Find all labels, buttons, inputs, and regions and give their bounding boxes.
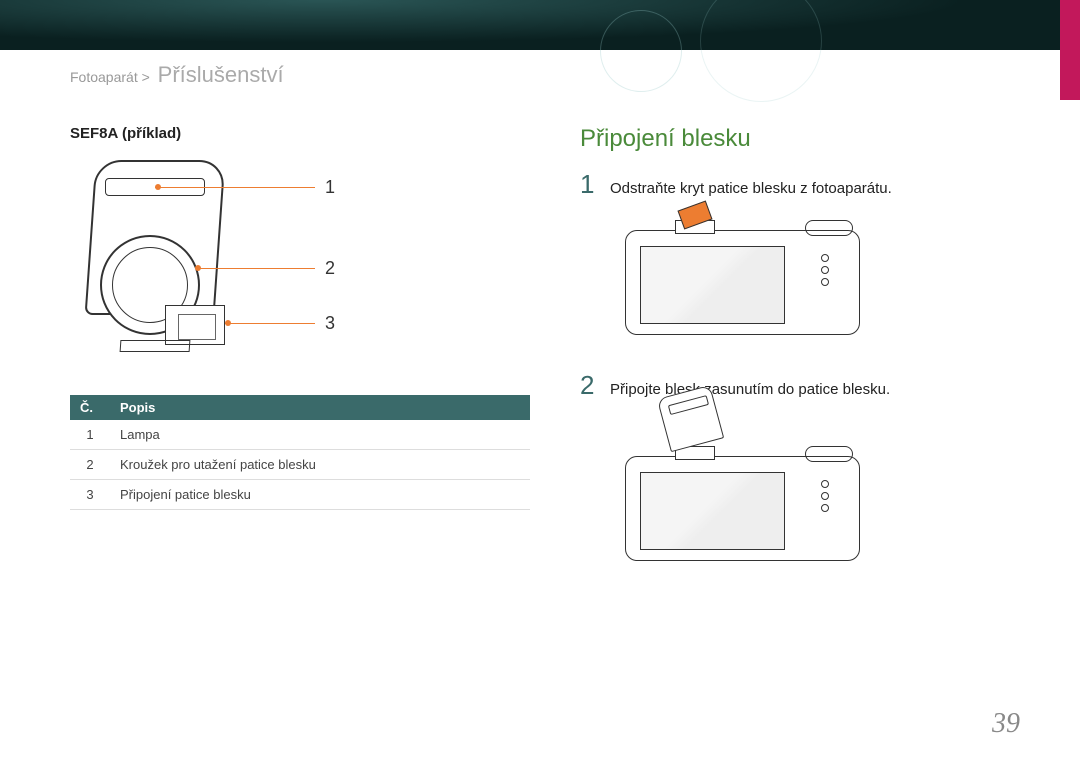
breadcrumb: Fotoaparát > Příslušenství xyxy=(70,62,284,88)
camera-screen xyxy=(640,246,785,324)
example-subtitle: SEF8A (příklad) xyxy=(70,125,510,142)
step-1: 1 Odstraňte kryt patice blesku z fotoapa… xyxy=(580,169,1020,200)
flash-diagram: 1 2 3 xyxy=(70,160,330,370)
camera-mode-dial xyxy=(805,446,853,462)
step-2: 2 Připojte blesk zasunutím do patice ble… xyxy=(580,370,1020,401)
camera-mode-dial xyxy=(805,220,853,236)
table-row: 1 Lampa xyxy=(70,420,530,450)
right-column: Připojení blesku 1 Odstraňte kryt patice… xyxy=(580,125,1020,596)
breadcrumb-parent: Fotoaparát > xyxy=(70,69,150,85)
leader-dot-icon xyxy=(225,320,231,326)
breadcrumb-current: Příslušenství xyxy=(158,62,284,87)
left-column: SEF8A (příklad) 1 2 3 Č. Popis 1 Lampa 2 xyxy=(70,125,510,510)
decorative-top-banner xyxy=(0,0,1080,50)
table-row: 3 Připojení patice blesku xyxy=(70,480,530,510)
leader-line-2 xyxy=(195,268,315,269)
cell-desc: Připojení patice blesku xyxy=(110,480,530,510)
cell-desc: Lampa xyxy=(110,420,530,450)
camera-screen xyxy=(640,472,785,550)
callout-1: 1 xyxy=(325,177,335,198)
step-text: Odstraňte kryt patice blesku z fotoapará… xyxy=(610,180,892,197)
flash-base-leg xyxy=(120,340,191,352)
cell-num: 2 xyxy=(70,450,110,480)
camera-illustration-attach-flash xyxy=(625,411,865,566)
leader-dot-icon xyxy=(195,265,201,271)
camera-buttons xyxy=(805,476,845,546)
step-text: Připojte blesk zasunutím do patice blesk… xyxy=(610,381,890,398)
flash-connector-part xyxy=(165,305,225,345)
section-color-tab xyxy=(1060,0,1080,100)
section-heading: Připojení blesku xyxy=(580,125,1020,153)
cell-num: 1 xyxy=(70,420,110,450)
cell-num: 3 xyxy=(70,480,110,510)
page-number: 39 xyxy=(992,708,1020,740)
col-header-number: Č. xyxy=(70,395,110,420)
cell-desc: Kroužek pro utažení patice blesku xyxy=(110,450,530,480)
leader-dot-icon xyxy=(155,184,161,190)
camera-buttons xyxy=(805,250,845,320)
leader-line-3 xyxy=(225,323,315,324)
step-number: 2 xyxy=(580,370,600,401)
leader-line-1 xyxy=(155,187,315,188)
callout-3: 3 xyxy=(325,313,335,334)
table-row: 2 Kroužek pro utažení patice blesku xyxy=(70,450,530,480)
parts-table: Č. Popis 1 Lampa 2 Kroužek pro utažení p… xyxy=(70,395,530,510)
camera-illustration-remove-cover xyxy=(625,210,865,340)
col-header-desc: Popis xyxy=(110,395,530,420)
callout-2: 2 xyxy=(325,258,335,279)
step-number: 1 xyxy=(580,169,600,200)
